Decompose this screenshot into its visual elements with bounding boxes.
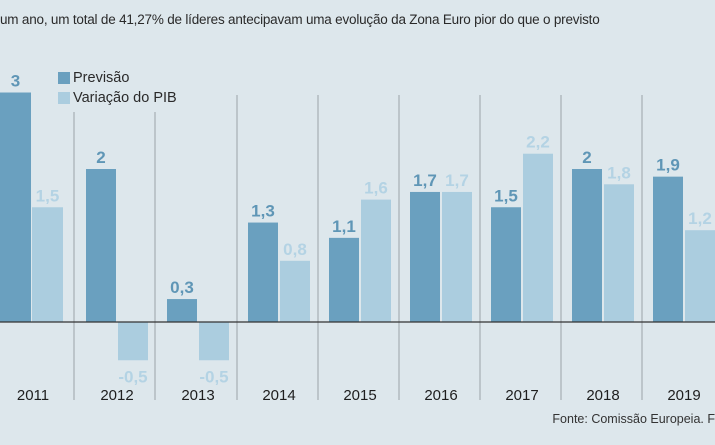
bar-variacao-2014 <box>280 260 310 322</box>
bar-previsao-2015 <box>329 237 359 322</box>
bar-variacao-2018 <box>604 184 634 322</box>
legend-swatch-variacao <box>58 92 70 104</box>
bar-previsao-2017 <box>491 207 521 322</box>
data-label-previsao-2014: 1,3 <box>251 202 275 221</box>
x-tick-label-2017: 2017 <box>505 387 538 404</box>
data-label-previsao-2018: 2 <box>582 148 591 167</box>
data-label-variacao-2016: 1,7 <box>445 171 469 190</box>
data-label-variacao-2012: -0,5 <box>118 367 147 386</box>
x-tick-label-2015: 2015 <box>343 387 376 404</box>
data-label-previsao-2016: 1,7 <box>413 171 437 190</box>
data-label-variacao-2019: 1,2 <box>688 209 712 228</box>
data-label-previsao-2012: 2 <box>96 148 105 167</box>
x-tick-label-2013: 2013 <box>181 387 214 404</box>
data-label-variacao-2017: 2,2 <box>526 133 550 152</box>
bar-previsao-2018 <box>572 169 602 322</box>
bar-variacao-2016 <box>442 191 472 322</box>
x-tick-label-2018: 2018 <box>586 387 619 404</box>
legend-swatch-previsao <box>58 72 70 84</box>
data-label-previsao-2019: 1,9 <box>656 156 680 175</box>
bar-previsao-2011 <box>0 92 31 322</box>
x-tick-label-2014: 2014 <box>262 387 295 404</box>
bar-variacao-2019 <box>685 230 715 322</box>
legend-item-variacao: Variação do PIB <box>58 90 177 106</box>
data-label-variacao-2013: -0,5 <box>199 367 228 386</box>
data-label-previsao-2015: 1,1 <box>332 217 356 236</box>
bar-previsao-2019 <box>653 176 683 322</box>
legend-item-previsao: Previsão <box>58 70 129 86</box>
bar-previsao-2013 <box>167 299 197 322</box>
bar-previsao-2012 <box>86 169 116 322</box>
data-label-previsao-2011: 3 <box>11 72 20 91</box>
data-label-previsao-2017: 1,5 <box>494 186 518 205</box>
data-label-variacao-2015: 1,6 <box>364 179 388 198</box>
legend-label-variacao: Variação do PIB <box>73 90 177 106</box>
bar-variacao-2015 <box>361 199 391 322</box>
x-tick-label-2012: 2012 <box>100 387 133 404</box>
x-tick-label-2016: 2016 <box>424 387 457 404</box>
data-label-variacao-2018: 1,8 <box>607 163 631 182</box>
source-note: Fonte: Comissão Europeia. F <box>552 412 715 426</box>
data-label-variacao-2011: 1,5 <box>36 186 60 205</box>
x-tick-label-2019: 2019 <box>667 387 700 404</box>
bar-variacao-2011 <box>32 207 63 322</box>
bar-previsao-2014 <box>248 222 278 322</box>
legend-label-previsao: Previsão <box>73 70 130 86</box>
data-label-variacao-2014: 0,8 <box>283 240 307 259</box>
data-label-previsao-2013: 0,3 <box>170 278 194 297</box>
bar-variacao-2017 <box>523 153 553 322</box>
bar-variacao-2013 <box>199 322 229 361</box>
x-tick-label-2011: 2011 <box>17 387 49 404</box>
bar-previsao-2016 <box>410 191 440 322</box>
bar-variacao-2012 <box>118 322 148 361</box>
chart-title: um ano, um total de 41,27% de líderes an… <box>0 12 600 27</box>
